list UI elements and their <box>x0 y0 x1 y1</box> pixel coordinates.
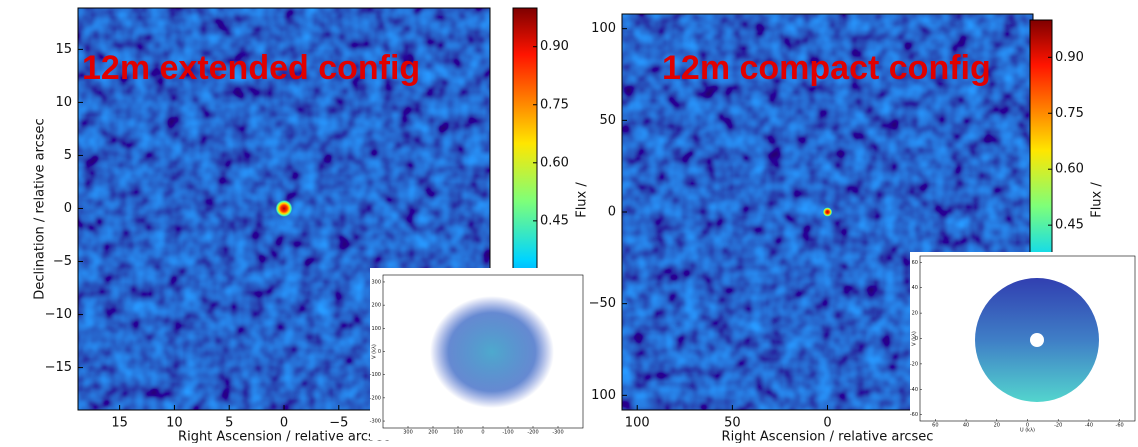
inset-y-tick-label: 20 <box>912 311 918 317</box>
colorbar-label: Flux / <box>1090 182 1105 218</box>
y-tick-label: −15 <box>45 360 72 375</box>
x-tick-label: 100 <box>625 416 650 431</box>
inset-x-tick-label: 60 <box>932 423 938 429</box>
inset-x-tick-label: 20 <box>994 423 1000 429</box>
uv-inset: 60 40 20 0 -20 -40 -60 60 40 20 0 -20 -40 -60 V (kλ) U … <box>910 252 1138 434</box>
inset-y-tick-label: 40 <box>912 285 918 291</box>
inset-x-tick-label: -200 <box>527 430 538 436</box>
y-tick-label: −50 <box>589 296 616 311</box>
inset-x-tick-label: 0 <box>1026 423 1029 429</box>
inset-x-tick-label: -40 <box>1085 423 1093 429</box>
y-tick-label: 5 <box>64 148 72 163</box>
inset-x-tick-label: 100 <box>453 430 463 436</box>
y-tick-label: 50 <box>599 113 616 128</box>
colorbar-tick-label: 0.75 <box>540 97 569 112</box>
inset-y-tick-label: -300 <box>370 419 381 425</box>
uv-hole <box>1030 333 1044 347</box>
inset-y-tick-label: 100 <box>371 326 381 332</box>
inset-x-tick-label: -100 <box>502 430 513 436</box>
inset-y-tick-label: -200 <box>370 395 381 401</box>
y-tick-label: −10 <box>45 307 72 322</box>
inset-x-tick-label: 40 <box>963 423 969 429</box>
colorbar-tick-label: 0.75 <box>1055 106 1084 121</box>
inset-y-tick-label: -20 <box>910 361 918 367</box>
colorbar-tick-label: 0.90 <box>540 39 569 54</box>
inset-x-tick-label: 200 <box>428 430 438 436</box>
inset-y-tick-label: -60 <box>910 412 918 418</box>
colorbar-tick-label: 0.60 <box>540 155 569 170</box>
y-tick-label: −5 <box>53 254 72 269</box>
x-tick-label: −5 <box>329 416 348 431</box>
colorbar-tick-label: 0.45 <box>1055 218 1084 233</box>
x-tick-label: 0 <box>823 416 831 431</box>
x-tick-label: 50 <box>724 416 741 431</box>
inset-x-tick-label: -300 <box>552 430 563 436</box>
inset-x-label: U (kλ) <box>1020 428 1035 434</box>
y-tick-label: 10 <box>55 95 72 110</box>
uv-inset: 300 200 100 0 -100 -200 -300 300 200 100 0 -100 -200… <box>370 268 590 440</box>
y-tick-label: 100 <box>591 21 616 36</box>
overlay-title: 12m compact config <box>662 49 991 87</box>
inset-x-tick-label: 300 <box>403 430 413 436</box>
point-source <box>822 207 833 217</box>
y-tick-label: 0 <box>64 201 72 216</box>
inset-x-tick-label: -60 <box>1116 423 1124 429</box>
inset-y-tick-label: 300 <box>371 279 381 285</box>
y-axis-label: Declination / relative arcsec <box>33 118 48 299</box>
x-tick-label: 0 <box>280 416 288 431</box>
overlay-title: 12m extended config <box>82 49 420 87</box>
uv-coverage <box>430 296 554 408</box>
inset-x-tick-label: 0 <box>481 430 484 436</box>
x-axis-label: Right Ascension / relative arcsec <box>722 430 934 444</box>
x-tick-label: 5 <box>225 416 233 431</box>
inset-y-tick-label: 60 <box>912 260 918 266</box>
colorbar-tick-label: 0.60 <box>1055 162 1084 177</box>
inset-y-tick-label: -40 <box>910 387 918 393</box>
colorbar-tick-label: 0.45 <box>540 213 569 228</box>
colorbar-label: Flux / <box>575 182 590 218</box>
point-source <box>275 199 293 218</box>
inset-y-tick-label: 200 <box>371 303 381 309</box>
x-tick-label: 15 <box>111 416 128 431</box>
inset-y-label: V (kλ) <box>372 344 378 359</box>
inset-y-tick-label: -100 <box>370 372 381 378</box>
inset-x-tick-label: -20 <box>1054 423 1062 429</box>
inset-y-label: V (kλ) <box>912 331 918 346</box>
inset-y-tick-label: 0 <box>915 336 918 342</box>
y-tick-label: 0 <box>608 205 616 220</box>
y-tick-label: 15 <box>55 42 72 57</box>
x-axis-label: Right Ascension / relative arcsec <box>178 430 390 444</box>
inset-y-tick-label: 0 <box>378 349 381 355</box>
x-tick-label: 10 <box>166 416 183 431</box>
colorbar-tick-label: 0.90 <box>1055 50 1084 65</box>
